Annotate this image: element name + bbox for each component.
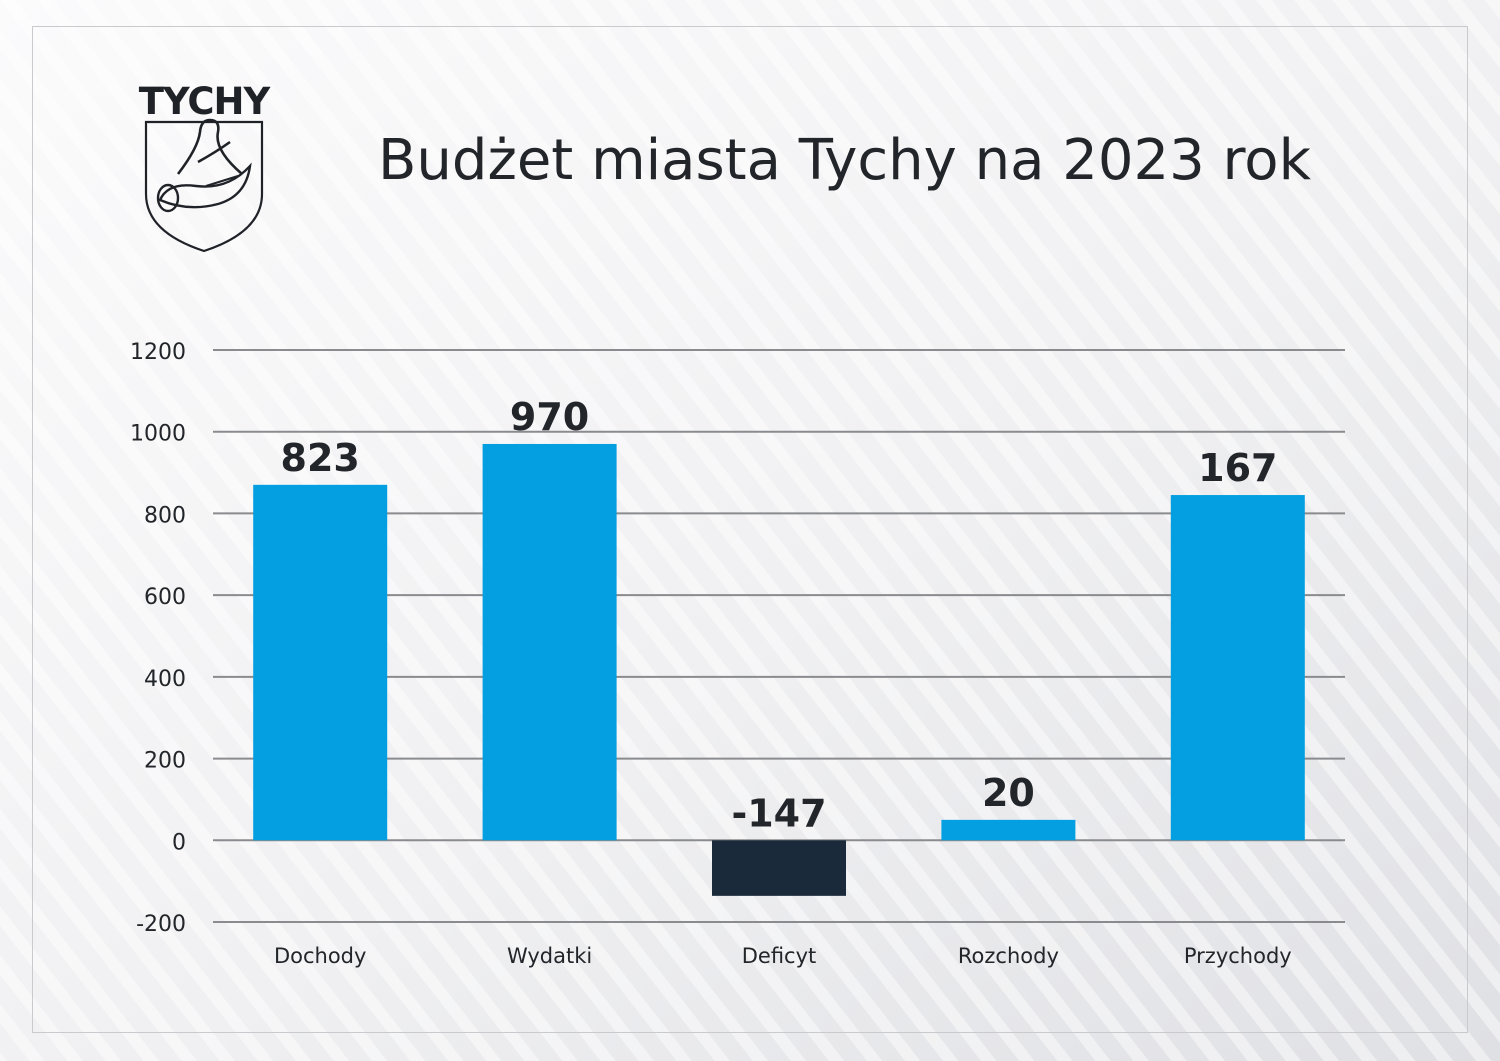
x-tick-label: Wydatki	[507, 944, 592, 968]
x-tick-label: Rozchody	[958, 944, 1059, 968]
logo-wordmark: TYCHY	[138, 80, 271, 123]
bar-wydatki	[482, 443, 617, 841]
x-tick-label: Dochody	[274, 944, 366, 968]
y-tick-label: 1200	[130, 340, 186, 365]
data-label: 970	[510, 395, 589, 439]
data-label: 20	[982, 771, 1035, 815]
bar-deficyt	[712, 840, 846, 896]
y-axis-ticks: 1200 1000 800 600 400 200 0 -200	[130, 340, 186, 937]
bars	[253, 443, 1305, 896]
y-tick-label: 1000	[130, 422, 186, 447]
y-tick-label: 0	[172, 830, 186, 855]
data-label: -147	[731, 791, 826, 835]
chart-frame	[32, 26, 1468, 1033]
x-tick-label: Deficyt	[742, 944, 817, 968]
bar-rozchody	[941, 819, 1076, 841]
y-tick-label: -200	[136, 912, 186, 937]
data-labels: 823 970 -147 20 167	[281, 395, 1278, 835]
bar-przychody	[1170, 495, 1305, 841]
city-coat-of-arms-icon	[144, 118, 264, 253]
chart-title: Budżet miasta Tychy na 2023 rok	[378, 128, 1311, 193]
y-tick-label: 800	[144, 503, 186, 528]
y-tick-label: 600	[144, 585, 186, 610]
y-tick-label: 400	[144, 667, 186, 692]
bar-dochody	[253, 484, 388, 841]
x-tick-label: Przychody	[1184, 944, 1292, 968]
data-label: 823	[281, 436, 360, 480]
data-label: 167	[1198, 446, 1277, 490]
x-axis-ticks: Dochody Wydatki Deficyt Rozchody Przychody	[274, 944, 1292, 968]
y-tick-label: 200	[144, 749, 186, 774]
